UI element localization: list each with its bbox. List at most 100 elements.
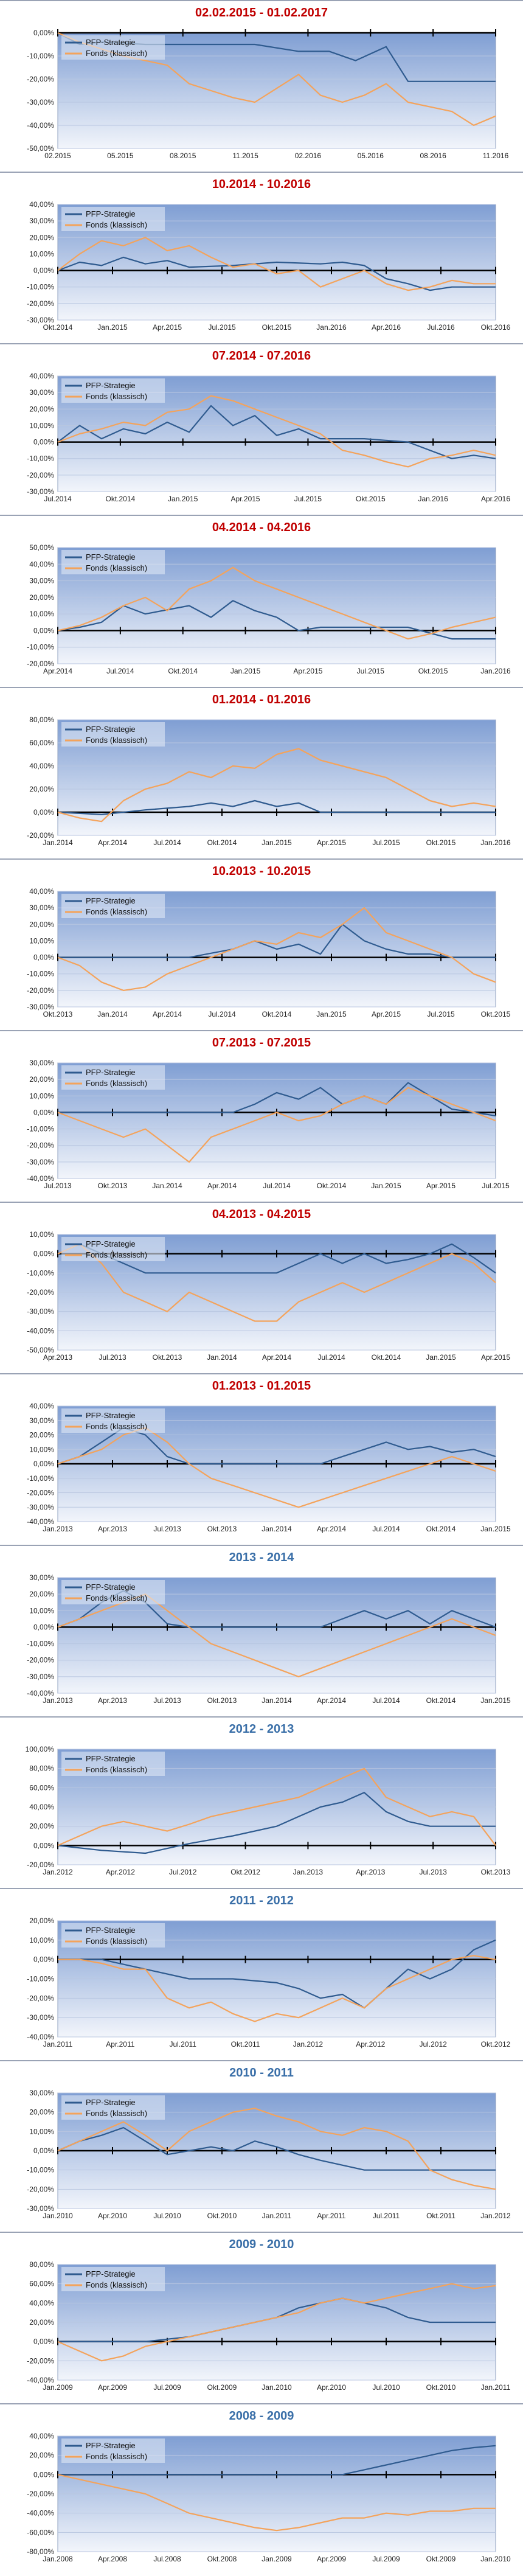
y-tick-label: 10,00%	[29, 1230, 54, 1239]
x-tick-label: Apr.2014	[153, 1010, 182, 1018]
y-tick-label: -10,00%	[27, 1640, 54, 1648]
y-tick-label: 80,00%	[29, 1764, 54, 1773]
series-line-strategy	[57, 405, 496, 459]
x-tick-label: Okt.2015	[481, 1010, 511, 1018]
x-tick-label: Okt.2014	[43, 323, 73, 332]
x-tick-label: 02.2015	[44, 151, 71, 160]
legend-label-strategy: PFP-Strategie	[86, 1239, 136, 1248]
y-tick-label: 10,00%	[29, 610, 54, 618]
y-tick-label: 50,00%	[29, 543, 54, 552]
y-tick-label: 40,00%	[29, 2432, 54, 2440]
y-tick-label: -20,00%	[27, 1861, 54, 1869]
y-tick-label: 0,00%	[33, 626, 54, 635]
series-line-fund	[57, 2108, 496, 2190]
chart-panel: 04.2014 - 04.2016 50,00% 40,00% 30,00% 20,00…	[0, 515, 523, 687]
x-tick-label: Jul.2015	[208, 323, 236, 332]
x-tick-label: 08.2015	[170, 151, 196, 160]
x-tick-label: Jan.2009	[262, 2555, 292, 2563]
y-tick-label: -20,00%	[27, 2185, 54, 2193]
x-tick-label: Jan.2016	[480, 838, 511, 847]
x-tick-label: Apr.2015	[293, 667, 322, 675]
legend-label-fund: Fonds (klassisch)	[86, 2280, 147, 2289]
x-tick-label: Jan.2015	[168, 495, 198, 503]
chart-svg: 50,00% 40,00% 30,00% 20,00% 10,00% 0,00% -10,0…	[27, 543, 511, 675]
x-tick-label: Jan.2014	[207, 1353, 237, 1362]
x-tick-label: Apr.2013	[98, 1696, 127, 1705]
chart-svg: 30,00% 20,00% 10,00% 0,00% -10,00% -20,00% -30…	[27, 1573, 511, 1705]
y-tick-label: 20,00%	[29, 1075, 54, 1084]
x-tick-label: Apr.2009	[317, 2555, 346, 2563]
x-tick-label: Jul.2013	[99, 1353, 126, 1362]
x-tick-label: Apr.2014	[317, 1525, 346, 1533]
chart-panel: 2010 - 2011 30,00% 20,00% 10,00% 0,00% -10,00…	[0, 2060, 523, 2232]
series-line-strategy	[58, 2445, 496, 2476]
x-tick-label: Jan.2016	[316, 323, 347, 332]
y-tick-label: 30,00%	[29, 1573, 54, 1582]
chart-svg: 10,00% 0,00% -10,00% -20,00% -30,00% -40,00% -…	[27, 1230, 510, 1362]
y-tick-label: 10,00%	[29, 1445, 54, 1453]
series-line-fund	[57, 566, 496, 640]
y-tick-label: -10,00%	[27, 1125, 54, 1133]
x-tick-label: Okt.2011	[426, 2212, 455, 2220]
x-tick-label: Jan.2012	[43, 1868, 73, 1876]
chart-svg: 20,00% 10,00% 0,00% -10,00% -20,00% -30,00% -4…	[27, 1916, 510, 2049]
y-tick-label: -30,00%	[27, 1158, 54, 1166]
y-tick-label: -20,00%	[27, 2356, 54, 2365]
chart-panel: 10.2013 - 10.2015 40,00% 30,00% 20,00% 10,00…	[0, 858, 523, 1030]
y-tick-label: -10,00%	[27, 643, 54, 652]
chart-svg: 0,00% -10,00% -20,00% -30,00% -40,00% -50,00%…	[27, 29, 508, 160]
x-tick-label: Jul.2014	[208, 1010, 236, 1018]
x-tick-label: Okt.2016	[481, 323, 511, 332]
chart-title: 2008 - 2009	[229, 2409, 294, 2423]
chart-panel: 2009 - 2010 80,00% 60,00% 40,00% 20,00% 0,00%…	[0, 2232, 523, 2403]
x-tick-label: Okt.2015	[418, 667, 448, 675]
x-tick-label: Okt.2014	[168, 667, 198, 675]
chart-title: 2012 - 2013	[229, 1722, 294, 1736]
x-tick-label: Jul.2008	[153, 2555, 181, 2563]
y-tick-label: 30,00%	[29, 217, 54, 225]
chart-title: 10.2014 - 10.2016	[212, 178, 311, 191]
legend-label-strategy: PFP-Strategie	[86, 2098, 136, 2107]
chart-svg: 40,00% 30,00% 20,00% 10,00% 0,00% -10,00% -20,…	[27, 887, 511, 1018]
legend	[61, 2267, 165, 2291]
x-tick-label: Apr.2008	[98, 2555, 127, 2563]
x-tick-label: Apr.2012	[356, 2040, 385, 2049]
y-tick-label: 20,00%	[29, 2108, 54, 2117]
y-tick-label: -30,00%	[27, 98, 54, 106]
legend	[61, 894, 165, 918]
y-tick-label: 20,00%	[29, 785, 54, 793]
series-line-strategy	[57, 600, 496, 640]
x-tick-label: Jul.2013	[153, 1525, 181, 1533]
y-tick-label: -10,00%	[27, 1474, 54, 1483]
series-line-strategy	[57, 799, 496, 815]
legend-label-fund: Fonds (klassisch)	[86, 1765, 147, 1774]
x-tick-label: Jan.2015	[97, 323, 128, 332]
x-tick-label: Okt.2014	[317, 1182, 347, 1190]
chart-panel: 07.2013 - 07.2015 30,00% 20,00% 10,00% 0,00%…	[0, 1030, 523, 1202]
x-tick-label: Apr.2012	[106, 1868, 135, 1876]
y-tick-label: -20,00%	[27, 471, 54, 479]
y-tick-label: 30,00%	[29, 1416, 54, 1425]
chart-panel: 2011 - 2012 20,00% 10,00% 0,00% -10,00% -20,0…	[0, 1888, 523, 2060]
x-tick-label: Apr.2014	[43, 667, 72, 675]
y-tick-label: 30,00%	[29, 2089, 54, 2097]
x-tick-label: Jan.2015	[230, 667, 261, 675]
y-tick-label: -50,00%	[27, 144, 54, 153]
x-tick-label: Jan.2012	[480, 2212, 511, 2220]
series-line-fund	[57, 395, 496, 468]
x-tick-label: Jul.2014	[153, 838, 181, 847]
y-tick-label: 0,00%	[33, 1841, 54, 1850]
y-tick-label: -20,00%	[27, 1656, 54, 1665]
y-tick-label: 40,00%	[29, 560, 54, 568]
legend-label-strategy: PFP-Strategie	[86, 896, 136, 905]
chart-svg: 80,00%60,00%40,00%20,00%0,00%-20,00%Jan.…	[27, 715, 511, 847]
y-tick-label: -20,00%	[27, 831, 54, 840]
series-line-fund	[57, 2474, 496, 2532]
x-tick-label: Jan.2013	[43, 1696, 73, 1705]
x-tick-label: Okt.2008	[207, 2555, 237, 2563]
legend-label-strategy: PFP-Strategie	[86, 209, 136, 218]
x-tick-label: Apr.2011	[106, 2040, 134, 2049]
x-tick-label: Jan.2014	[97, 1010, 128, 1018]
y-tick-label: 20,00%	[29, 1916, 54, 1925]
x-tick-label: Jul.2010	[372, 2383, 400, 2392]
